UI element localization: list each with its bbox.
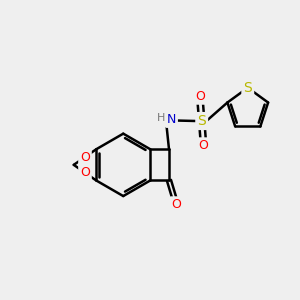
- Text: O: O: [80, 166, 90, 179]
- Text: S: S: [243, 81, 252, 95]
- Text: O: O: [198, 139, 208, 152]
- Text: S: S: [197, 114, 206, 128]
- Text: O: O: [171, 198, 181, 211]
- Text: O: O: [195, 90, 205, 103]
- Text: H: H: [157, 113, 165, 123]
- Text: O: O: [80, 151, 90, 164]
- Text: N: N: [167, 113, 176, 126]
